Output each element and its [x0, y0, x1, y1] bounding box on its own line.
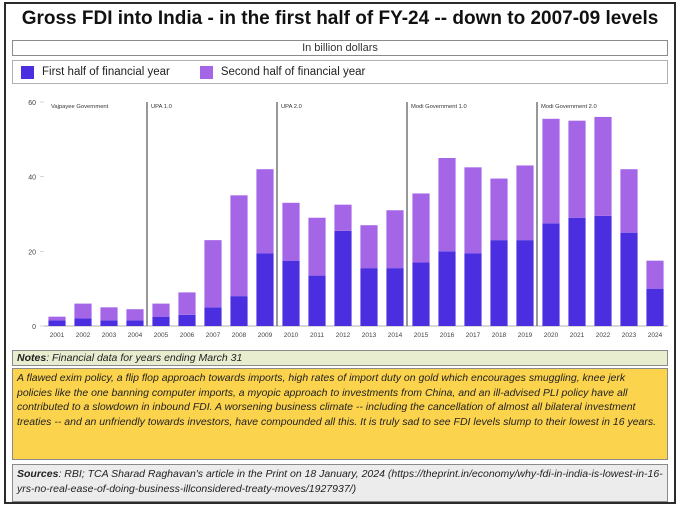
bar-second-half-2017 — [464, 167, 482, 254]
legend-item-first-half: First half of financial year — [21, 65, 170, 79]
notes-heading: Notes: Financial data for years ending M… — [12, 350, 668, 366]
x-tick-label: 2008 — [232, 332, 247, 339]
x-tick-label: 2019 — [518, 332, 533, 339]
y-tick-label: 40 — [28, 175, 36, 182]
bar-second-half-2009 — [256, 169, 274, 254]
bar-second-half-2013 — [360, 225, 378, 269]
fdi-stacked-bar-chart: 0 20 40 60 2001 2002 2003 2004 2005 2006 2007 2008 2… — [28, 100, 668, 339]
bar-second-half-2007 — [204, 240, 222, 308]
y-tick-label: 20 — [28, 249, 36, 256]
legend-swatch-first-half — [21, 65, 34, 79]
bar-first-half-2001 — [48, 320, 66, 326]
bar-first-half-2018 — [490, 240, 508, 326]
bar-second-half-2003 — [100, 307, 118, 321]
notes-heading-label: Notes — [17, 352, 47, 364]
bar-second-half-2006 — [178, 292, 196, 315]
government-period-label: UPA 2.0 — [281, 104, 302, 110]
bar-second-half-2002 — [74, 303, 92, 319]
x-tick-label: 2009 — [258, 332, 273, 339]
bar-first-half-2005 — [152, 316, 170, 326]
x-tick-label: 2020 — [544, 332, 559, 339]
government-period-label: Vajpayee Government — [51, 104, 109, 110]
bar-first-half-2024 — [646, 288, 664, 326]
x-tick-label: 2010 — [284, 332, 299, 339]
bar-first-half-2003 — [100, 320, 118, 326]
legend: First half of financial year Second half… — [12, 60, 668, 84]
government-period-label: UPA 1.0 — [151, 104, 172, 110]
y-tick-label: 60 — [28, 100, 36, 107]
bar-first-half-2021 — [568, 217, 586, 326]
x-tick-label: 2022 — [596, 332, 611, 339]
bar-second-half-2024 — [646, 260, 664, 289]
x-tick-label: 2007 — [206, 332, 221, 339]
x-tick-label: 2017 — [466, 332, 481, 339]
bar-first-half-2006 — [178, 314, 196, 326]
sources-text: : RBI; TCA Sharad Raghavan's article in … — [17, 468, 663, 495]
bar-first-half-2017 — [464, 253, 482, 326]
bar-first-half-2012 — [334, 230, 352, 326]
legend-label-first-half: First half of financial year — [42, 66, 170, 78]
government-period-label: Modi Government 1.0 — [411, 104, 467, 110]
bar-first-half-2008 — [230, 296, 248, 326]
bar-first-half-2011 — [308, 275, 326, 326]
x-tick-label: 2012 — [336, 332, 351, 339]
x-tick-label: 2006 — [180, 332, 195, 339]
bar-second-half-2005 — [152, 303, 170, 317]
legend-swatch-second-half — [199, 65, 213, 79]
x-tick-label: 2013 — [362, 332, 377, 339]
bar-second-half-2010 — [282, 202, 300, 261]
x-tick-label: 2021 — [570, 332, 585, 339]
bar-second-half-2018 — [490, 178, 508, 241]
x-tick-label: 2003 — [102, 332, 117, 339]
legend-label-second-half: Second half of financial year — [220, 66, 366, 78]
bar-first-half-2023 — [620, 232, 638, 326]
x-tick-label: 2014 — [388, 332, 403, 339]
bar-first-half-2004 — [126, 320, 144, 326]
bar-second-half-2014 — [386, 210, 404, 269]
bar-second-half-2015 — [412, 193, 430, 263]
x-tick-label: 2018 — [492, 332, 507, 339]
bar-second-half-2012 — [334, 204, 352, 231]
bar-second-half-2001 — [48, 316, 66, 321]
bar-first-half-2014 — [386, 268, 404, 326]
notes-body: A flawed exim policy, a flip flop approa… — [12, 368, 668, 460]
unit-label: In billion dollars — [12, 40, 668, 56]
bar-second-half-2021 — [568, 120, 586, 218]
y-tick-label: 0 — [32, 324, 36, 331]
bar-second-half-2019 — [516, 165, 534, 241]
bar-second-half-2020 — [542, 118, 560, 224]
bar-first-half-2016 — [438, 251, 456, 326]
bar-first-half-2007 — [204, 307, 222, 326]
bar-second-half-2022 — [594, 116, 612, 216]
bar-second-half-2008 — [230, 195, 248, 297]
infographic-frame: Gross FDI into India - in the first half… — [4, 2, 676, 504]
bar-first-half-2009 — [256, 253, 274, 326]
legend-item-second-half: Second half of financial year — [199, 65, 366, 79]
x-tick-label: 2004 — [128, 332, 143, 339]
bar-first-half-2013 — [360, 268, 378, 326]
sources-box: Sources: RBI; TCA Sharad Raghavan's arti… — [12, 464, 668, 502]
bar-first-half-2010 — [282, 260, 300, 326]
sources-heading: Sources — [17, 468, 59, 480]
bar-first-half-2002 — [74, 318, 92, 326]
x-tick-label: 2016 — [440, 332, 455, 339]
bar-second-half-2004 — [126, 309, 144, 321]
x-tick-label: 2005 — [154, 332, 169, 339]
x-tick-label: 2001 — [50, 332, 65, 339]
government-period-label: Modi Government 2.0 — [541, 104, 597, 110]
x-tick-label: 2011 — [310, 332, 324, 339]
x-tick-label: 2024 — [648, 332, 663, 339]
x-tick-label: 2002 — [76, 332, 91, 339]
bar-second-half-2011 — [308, 217, 326, 276]
bar-first-half-2020 — [542, 223, 560, 326]
bar-second-half-2016 — [438, 158, 456, 252]
x-tick-label: 2015 — [414, 332, 429, 339]
chart-title: Gross FDI into India - in the first half… — [21, 8, 659, 29]
x-tick-label: 2023 — [622, 332, 637, 339]
notes-heading-text: : Financial data for years ending March … — [46, 352, 243, 364]
bar-second-half-2023 — [620, 169, 638, 233]
bar-first-half-2022 — [594, 215, 612, 326]
bar-first-half-2015 — [412, 262, 430, 326]
bar-first-half-2019 — [516, 240, 534, 326]
